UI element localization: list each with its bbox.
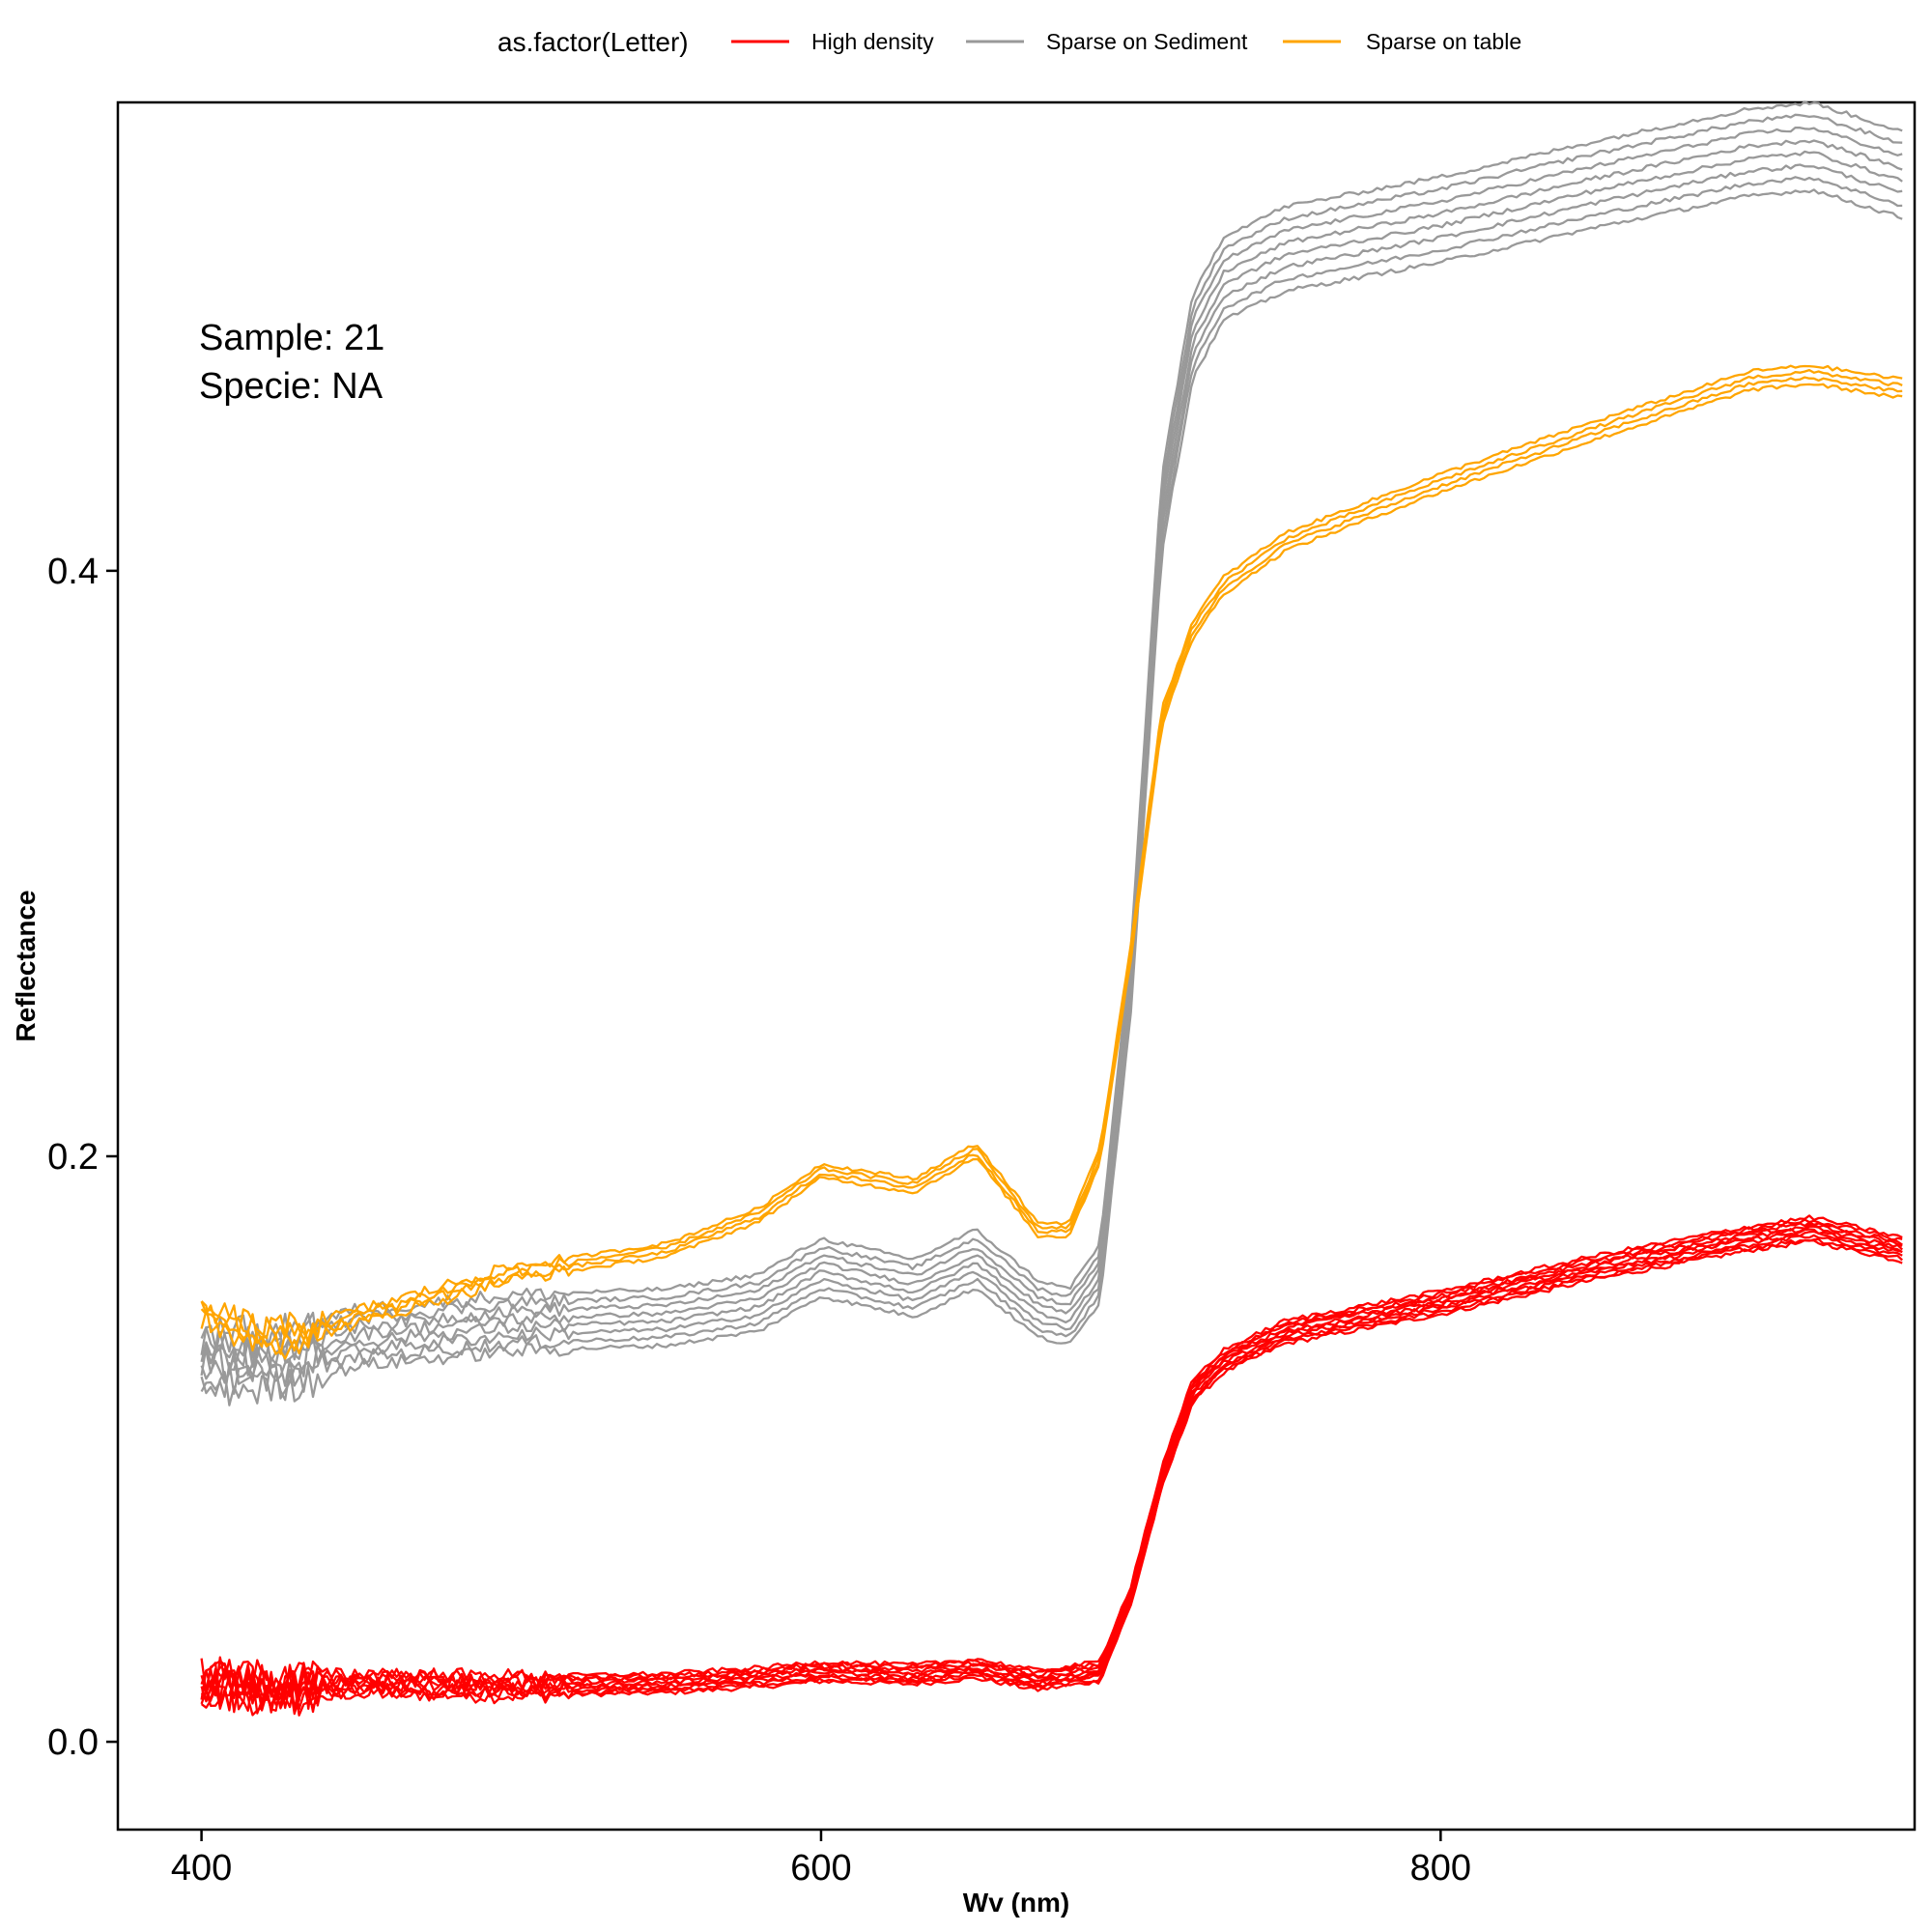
plot-panel [116, 100, 1917, 1832]
series-line-1-6 [200, 113, 1903, 1359]
series-line-1-7 [200, 100, 1903, 1353]
legend-title: as.factor(Letter) [497, 27, 689, 57]
y-tick-label-0.2: 0.2 [47, 1137, 99, 1178]
series-line-2-0 [200, 383, 1903, 1360]
series-high-density [200, 1214, 1904, 1717]
series-line-2-3 [200, 364, 1903, 1342]
annotation-sample: Sample: 21 [199, 318, 384, 358]
x-axis: 400 600 800 [171, 1830, 1471, 1889]
x-tick-label-800: 800 [1410, 1848, 1471, 1889]
legend: as.factor(Letter) High density Sparse on… [497, 27, 1521, 57]
series-sparse-on-table [200, 364, 1903, 1360]
x-tick-label-400: 400 [171, 1848, 232, 1889]
x-axis-title: Wv (nm) [963, 1888, 1069, 1918]
series-line-1-2 [200, 163, 1903, 1392]
y-tick-label-0.4: 0.4 [47, 552, 99, 592]
series-line-0-9 [200, 1214, 1903, 1698]
series-line-1-3 [201, 150, 1903, 1384]
series-line-1-4 [200, 139, 1903, 1377]
series-line-1-0 [200, 188, 1903, 1406]
series-line-0-0 [200, 1238, 1903, 1716]
y-axis: 0.0 0.2 0.4 [47, 552, 118, 1763]
y-tick-label-0: 0.0 [47, 1722, 99, 1763]
series-line-1-5 [200, 126, 1903, 1368]
x-tick-label-600: 600 [790, 1848, 851, 1889]
series-line-0-7 [201, 1221, 1903, 1701]
legend-label-sparse-on-table: Sparse on table [1366, 29, 1521, 54]
legend-label-sparse-on-sediment: Sparse on Sediment [1046, 29, 1248, 54]
annotation-specie: Specie: NA [199, 366, 384, 407]
series-layer [200, 100, 1904, 1717]
legend-label-high-density: High density [811, 29, 934, 54]
series-line-1-1 [200, 176, 1903, 1400]
series-line-0-6 [200, 1223, 1903, 1703]
series-line-0-5 [200, 1225, 1904, 1707]
series-sparse-on-sediment [200, 100, 1903, 1406]
y-axis-title: Reflectance [11, 890, 41, 1041]
